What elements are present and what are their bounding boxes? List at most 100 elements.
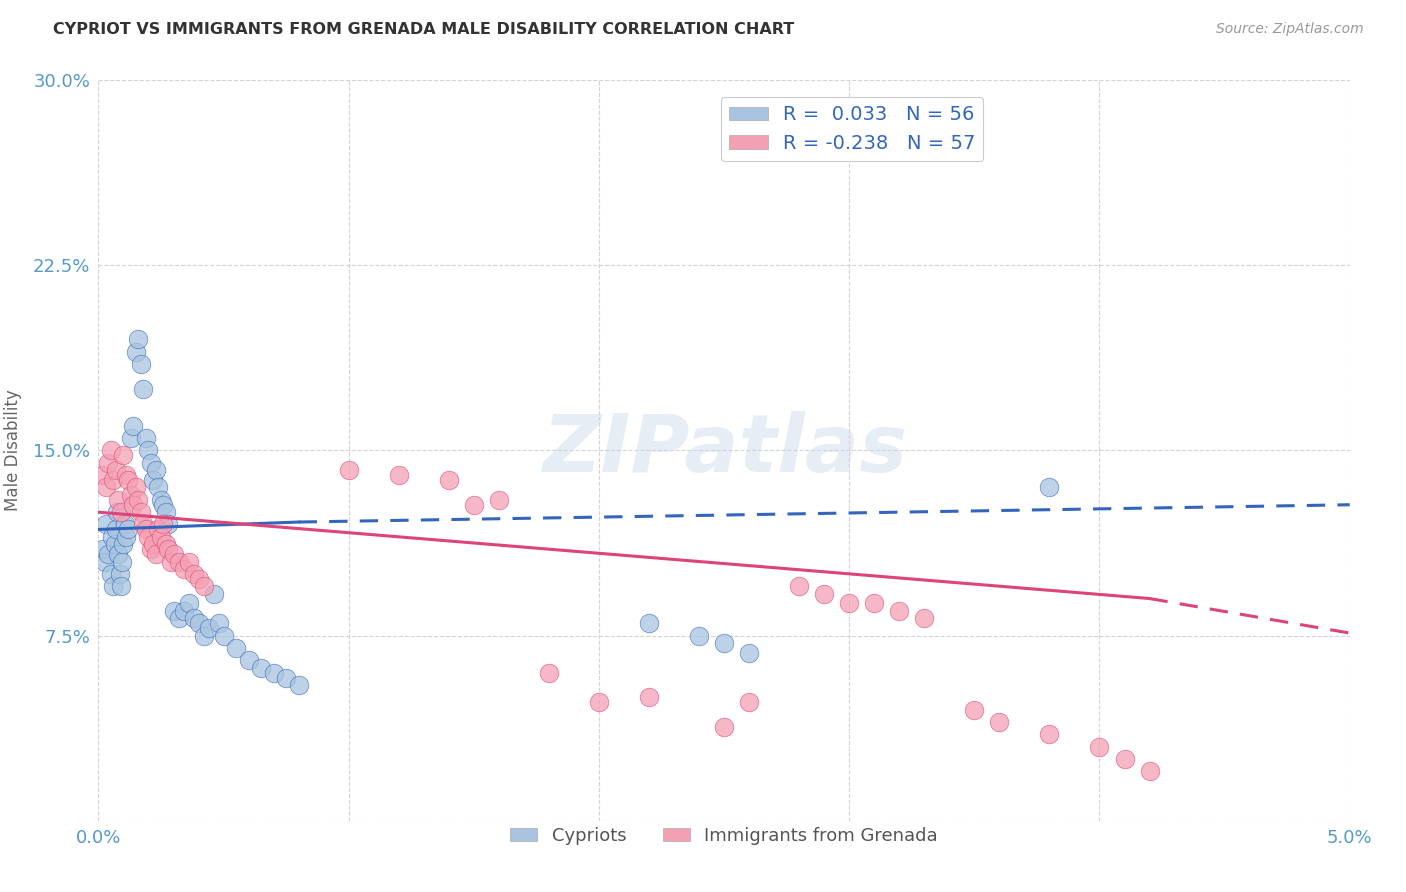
Point [155, 505, 177, 519]
Point [238, 653, 260, 667]
Point [94, 480, 117, 494]
Point [135, 431, 157, 445]
Point [167, 611, 190, 625]
Point [142, 537, 165, 551]
Point [889, 604, 911, 618]
Point [104, 463, 127, 477]
Point [1114, 752, 1136, 766]
Point [1038, 727, 1060, 741]
Point [103, 579, 125, 593]
Point [157, 517, 180, 532]
Point [127, 332, 149, 346]
Point [177, 597, 200, 611]
Legend: Cypriots, Immigrants from Grenada: Cypriots, Immigrants from Grenada [503, 820, 945, 853]
Point [139, 542, 162, 557]
Point [114, 517, 136, 532]
Text: Source: ZipAtlas.com: Source: ZipAtlas.com [1216, 22, 1364, 37]
Point [713, 636, 735, 650]
Point [250, 660, 273, 674]
Point [108, 566, 131, 581]
Point [145, 547, 167, 561]
Point [1088, 739, 1111, 754]
Point [125, 344, 148, 359]
Point [638, 690, 661, 705]
Point [101, 530, 124, 544]
Point [187, 616, 209, 631]
Point [100, 566, 122, 581]
Point [115, 468, 138, 483]
Point [148, 480, 170, 494]
Point [129, 505, 152, 519]
Point [162, 547, 184, 561]
Point [112, 537, 135, 551]
Point [337, 463, 360, 477]
Point [167, 555, 190, 569]
Point [274, 671, 298, 685]
Point [988, 714, 1011, 729]
Point [93, 542, 115, 557]
Point [93, 555, 115, 569]
Point [152, 517, 174, 532]
Point [117, 473, 139, 487]
Point [173, 604, 195, 618]
Point [160, 555, 183, 569]
Point [120, 431, 142, 445]
Point [138, 530, 160, 544]
Point [132, 382, 155, 396]
Point [488, 492, 510, 507]
Point [129, 357, 152, 371]
Text: CYPRIOT VS IMMIGRANTS FROM GRENADA MALE DISABILITY CORRELATION CHART: CYPRIOT VS IMMIGRANTS FROM GRENADA MALE … [53, 22, 794, 37]
Point [388, 468, 411, 483]
Point [225, 640, 247, 655]
Text: ZIPatlas: ZIPatlas [541, 411, 907, 490]
Point [463, 498, 485, 512]
Point [738, 646, 761, 660]
Point [139, 456, 162, 470]
Point [107, 547, 129, 561]
Point [94, 517, 117, 532]
Point [97, 547, 120, 561]
Point [197, 621, 219, 635]
Point [1139, 764, 1161, 779]
Point [105, 505, 128, 519]
Point [787, 579, 810, 593]
Point [287, 678, 309, 692]
Point [157, 542, 180, 557]
Point [177, 555, 200, 569]
Point [107, 492, 129, 507]
Point [838, 597, 860, 611]
Point [187, 572, 209, 586]
Point [132, 517, 155, 532]
Point [110, 579, 132, 593]
Point [207, 616, 229, 631]
Point [202, 586, 225, 600]
Point [638, 616, 661, 631]
Point [437, 473, 460, 487]
Point [588, 695, 610, 709]
Point [193, 579, 215, 593]
Point [120, 488, 142, 502]
Point [122, 418, 145, 433]
Point [183, 611, 205, 625]
Point [212, 628, 235, 642]
Point [145, 463, 167, 477]
Point [104, 537, 127, 551]
Point [150, 530, 173, 544]
Point [97, 456, 120, 470]
Point [263, 665, 285, 680]
Point [100, 443, 122, 458]
Point [537, 665, 560, 680]
Point [115, 530, 138, 544]
Point [135, 523, 157, 537]
Point [103, 473, 125, 487]
Point [152, 498, 174, 512]
Point [863, 597, 886, 611]
Point [138, 443, 160, 458]
Point [963, 703, 986, 717]
Point [193, 628, 215, 642]
Point [155, 537, 177, 551]
Point [173, 562, 195, 576]
Point [104, 523, 127, 537]
Point [122, 498, 145, 512]
Point [112, 449, 135, 463]
